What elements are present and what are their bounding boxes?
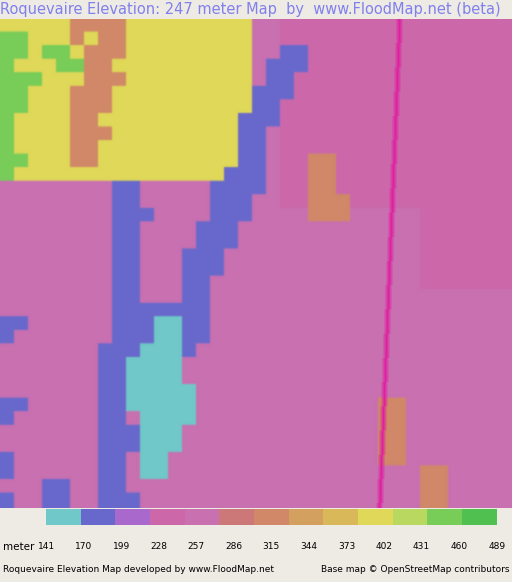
- Bar: [462, 509, 497, 525]
- Text: 431: 431: [413, 542, 430, 551]
- Text: meter: meter: [3, 542, 34, 552]
- Bar: [289, 509, 324, 525]
- Text: 170: 170: [75, 542, 92, 551]
- Text: Roquevaire Elevation: 247 meter Map  by  www.FloodMap.net (beta): Roquevaire Elevation: 247 meter Map by w…: [0, 2, 501, 17]
- Text: 344: 344: [301, 542, 317, 551]
- Bar: [185, 509, 219, 525]
- Bar: [46, 509, 81, 525]
- Bar: [254, 509, 289, 525]
- Text: 257: 257: [188, 542, 205, 551]
- Text: Roquevaire Elevation Map developed by www.FloodMap.net: Roquevaire Elevation Map developed by ww…: [3, 565, 273, 574]
- Text: 460: 460: [451, 542, 467, 551]
- Bar: [358, 509, 393, 525]
- Text: 315: 315: [263, 542, 280, 551]
- Bar: [219, 509, 254, 525]
- Bar: [324, 509, 358, 525]
- Bar: [428, 509, 462, 525]
- Text: 228: 228: [150, 542, 167, 551]
- Text: 373: 373: [338, 542, 355, 551]
- Text: 199: 199: [113, 542, 130, 551]
- Bar: [115, 509, 150, 525]
- Text: 402: 402: [375, 542, 393, 551]
- Bar: [393, 509, 428, 525]
- Text: 141: 141: [37, 542, 55, 551]
- Text: 489: 489: [488, 542, 505, 551]
- Bar: [81, 509, 115, 525]
- Bar: [150, 509, 185, 525]
- Text: Base map © OpenStreetMap contributors: Base map © OpenStreetMap contributors: [321, 565, 509, 574]
- Text: 286: 286: [225, 542, 242, 551]
